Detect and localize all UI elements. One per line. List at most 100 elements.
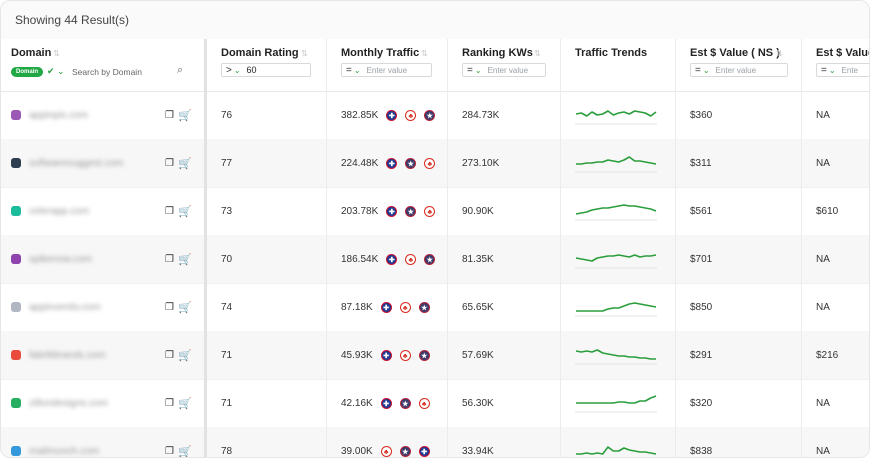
ranking-kws-filter[interactable]: = ⌄ Enter value (462, 63, 546, 77)
domain-rating-filter[interactable]: > ⌄ 60 (221, 63, 311, 77)
domain-name[interactable]: fabrikbrands.com (29, 349, 106, 361)
sort-icon[interactable]: ⇅ (534, 49, 541, 58)
uk-flag-icon: ✚ (386, 109, 398, 121)
monthly-traffic-value: 224.48K (341, 157, 379, 169)
table-row[interactable]: fabrikbrands.com ❐ 🛒 71 45.93K ✚ ♣ ★ 57.69K $291 $… (1, 331, 869, 380)
monthly-traffic-cell: 224.48K ✚ ★ ♣ (341, 139, 436, 187)
add-to-cart-icon[interactable]: 🛒 (178, 397, 192, 410)
traffic-trend-cell (575, 187, 657, 235)
monthly-traffic-value: 39.00K (341, 445, 373, 457)
domain-cell[interactable]: zillondesigns.com (11, 379, 161, 427)
kws-filter-placeholder[interactable]: Enter value (487, 65, 529, 75)
traffic-trend-cell (575, 427, 657, 457)
domain-rating-value: 71 (221, 349, 233, 361)
table-row[interactable]: appinventiv.com ❐ 🛒 74 87.18K ✚ ♣ ★ 65.65K $850 NA (1, 283, 869, 332)
chevron-down-icon[interactable]: ⌄ (702, 65, 710, 75)
table-row[interactable]: appinpix.com ❐ 🛒 76 382.85K ✚ ♣ ★ 284.73K $360 NA (1, 91, 869, 140)
add-to-cart-icon[interactable]: 🛒 (178, 445, 192, 458)
equals-icon[interactable]: = (467, 64, 473, 76)
chevron-down-icon[interactable]: ⌄ (474, 65, 482, 75)
checkmark-chevron-icon[interactable]: ✔ ⌄ (47, 66, 65, 76)
domain-name[interactable]: appinventiv.com (29, 301, 101, 313)
est-value-2-filter[interactable]: = ⌄ Ente (816, 63, 869, 77)
add-to-cart-icon[interactable]: 🛒 (178, 109, 192, 122)
est-value-2: NA (816, 109, 830, 121)
est-value-filter[interactable]: = ⌄ Enter value (690, 63, 788, 77)
ranking-kws-value: 273.10K (462, 157, 500, 169)
ranking-kws-value: 284.73K (462, 109, 500, 121)
sparkline-line (575, 204, 657, 215)
equals-icon[interactable]: = (346, 64, 352, 76)
monthly-traffic-value: 87.18K (341, 301, 373, 313)
add-to-cart-icon[interactable]: 🛒 (178, 349, 192, 362)
domain-name[interactable]: softwaresuggest.com (29, 157, 124, 169)
domain-cell[interactable]: appinpix.com (11, 91, 161, 139)
domain-name[interactable]: spikenow.com (29, 253, 92, 265)
table-row[interactable]: spikenow.com ❐ 🛒 70 186.54K ✚ ♣ ★ 81.35K $701 NA (1, 235, 869, 284)
domain-rating-value: 74 (221, 301, 233, 313)
domain-rating-value[interactable]: 60 (246, 65, 257, 75)
domain-name[interactable]: appinpix.com (29, 109, 88, 121)
equals-icon[interactable]: = (821, 64, 827, 76)
table-row[interactable]: zillondesigns.com ❐ 🛒 71 42.16K ✚ ★ ♣ 56.30K $320… (1, 379, 869, 428)
col-monthly-traffic-title: Monthly Traffic (341, 47, 420, 59)
chevron-down-icon[interactable]: ⌄ (233, 65, 241, 75)
uk-flag-icon: ✚ (418, 445, 430, 457)
chevron-down-icon[interactable]: ⌄ (828, 65, 836, 75)
copy-icon[interactable]: ❐ (165, 445, 174, 457)
copy-icon[interactable]: ❐ (165, 205, 174, 217)
add-to-cart-icon[interactable]: 🛒 (178, 253, 192, 266)
copy-icon[interactable]: ❐ (165, 157, 174, 169)
est-filter-placeholder[interactable]: Enter value (715, 65, 757, 75)
domain-cell[interactable]: spikenow.com (11, 235, 161, 283)
sort-icon[interactable]: ⇅ (776, 49, 783, 58)
us-flag-icon: ★ (399, 445, 411, 457)
chevron-down-icon[interactable]: ⌄ (353, 65, 361, 75)
copy-icon[interactable]: ❐ (165, 301, 174, 313)
est2-filter-placeholder[interactable]: Ente (841, 65, 859, 75)
sparkline-line (575, 349, 656, 360)
add-to-cart-icon[interactable]: 🛒 (178, 157, 192, 170)
domain-filter-badge[interactable]: Domain (11, 67, 44, 77)
add-to-cart-icon[interactable]: 🛒 (178, 205, 192, 218)
col-domain-title: Domain (11, 47, 52, 59)
traffic-trend-cell (575, 235, 657, 283)
table-row[interactable]: mailmunch.com ❐ 🛒 78 39.00K ♣ ★ ✚ 33.94K $838 NA (1, 427, 869, 458)
domain-cell[interactable]: softwaresuggest.com (11, 139, 161, 187)
equals-icon[interactable]: = (695, 64, 701, 76)
traffic-filter-placeholder[interactable]: Enter value (366, 65, 408, 75)
table-row[interactable]: softwaresuggest.com ❐ 🛒 77 224.48K ✚ ★ ♣ 273.10K… (1, 139, 869, 188)
traffic-trend-cell (575, 379, 657, 427)
sparkline-line (576, 156, 657, 165)
copy-icon[interactable]: ❐ (165, 397, 174, 409)
col-monthly-traffic: Monthly Traffic ⇅ = ⌄ Enter value (327, 39, 448, 91)
domain-cell[interactable]: celerapp.com (11, 187, 161, 235)
sort-icon[interactable]: ⇅ (421, 49, 428, 58)
column-divider (447, 39, 448, 457)
filter-operator[interactable]: > (226, 64, 232, 76)
domain-name[interactable]: zillondesigns.com (29, 397, 108, 409)
domain-cell[interactable]: fabrikbrands.com (11, 331, 161, 379)
domain-search-input[interactable]: Search by Domain (72, 67, 142, 77)
domain-name[interactable]: celerapp.com (29, 205, 90, 217)
est-value-ns: $701 (690, 253, 713, 265)
add-to-cart-icon[interactable]: 🛒 (178, 301, 192, 314)
ca-flag-icon: ♣ (405, 109, 417, 121)
favicon-icon (11, 206, 21, 216)
search-icon[interactable]: ⌕ (177, 64, 184, 76)
domain-cell[interactable]: appinventiv.com (11, 283, 161, 331)
copy-icon[interactable]: ❐ (165, 253, 174, 265)
traffic-trend-sparkline (575, 395, 657, 413)
domain-name[interactable]: mailmunch.com (29, 445, 100, 457)
favicon-icon (11, 446, 21, 456)
domain-cell[interactable]: mailmunch.com (11, 427, 161, 457)
monthly-traffic-cell: 382.85K ✚ ♣ ★ (341, 91, 436, 139)
sort-icon[interactable]: ⇅ (53, 49, 60, 58)
ca-flag-icon: ♣ (418, 397, 430, 409)
copy-icon[interactable]: ❐ (165, 349, 174, 361)
sparkline-line (575, 254, 657, 262)
table-row[interactable]: celerapp.com ❐ 🛒 73 203.78K ✚ ★ ♣ 90.90K $561 $610 (1, 187, 869, 236)
copy-icon[interactable]: ❐ (165, 109, 174, 121)
sort-icon[interactable]: ⇅ (301, 49, 308, 58)
monthly-traffic-filter[interactable]: = ⌄ Enter value (341, 63, 432, 77)
